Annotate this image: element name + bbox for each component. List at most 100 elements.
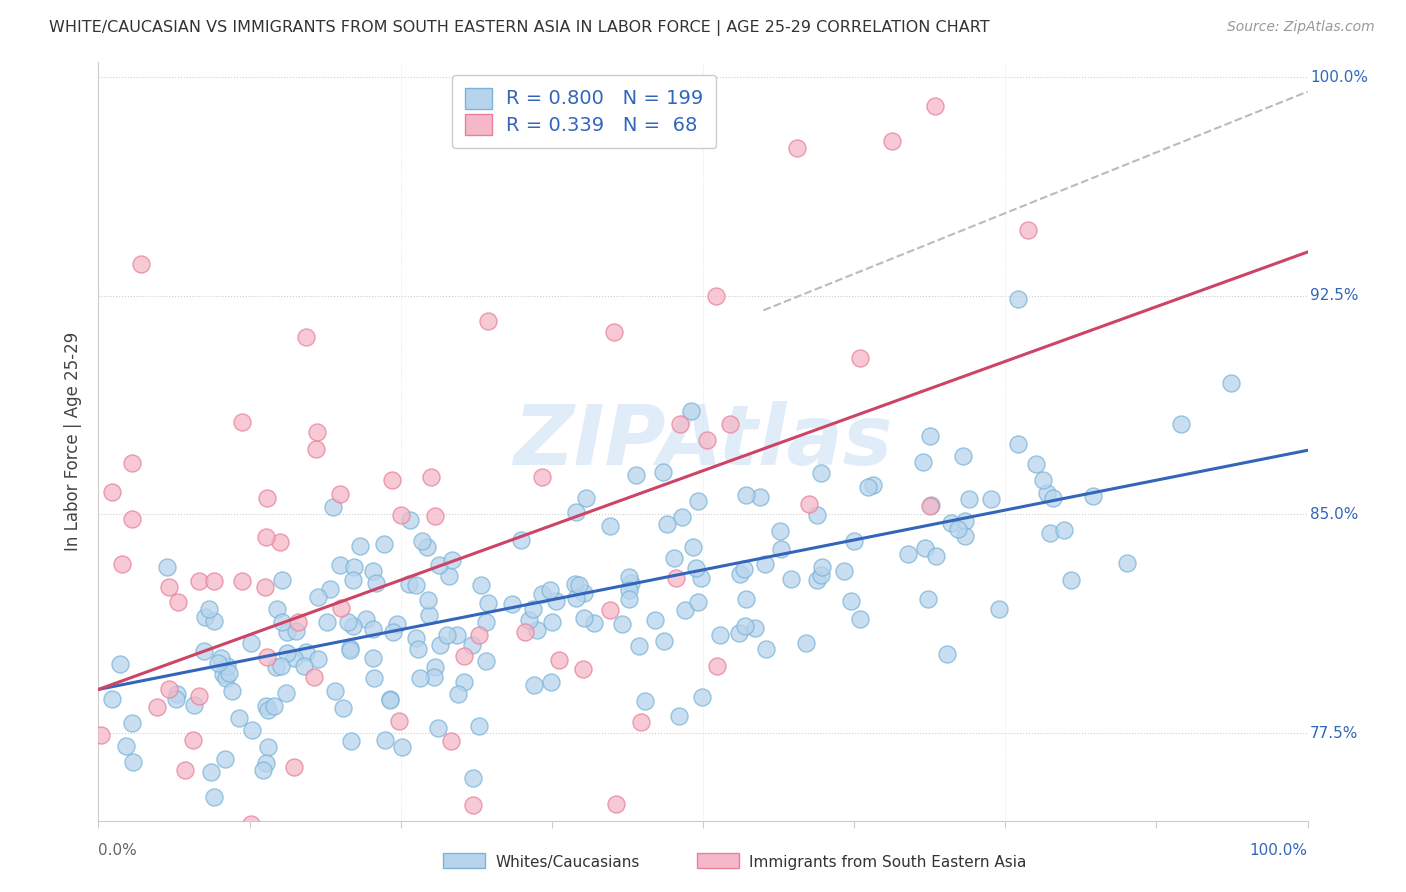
Point	[811, 559, 834, 574]
Point	[121, 511, 143, 525]
Point	[101, 692, 124, 706]
Point	[918, 429, 941, 443]
Point	[612, 617, 634, 632]
Point	[644, 613, 666, 627]
Point	[298, 843, 321, 857]
Text: 100.0%: 100.0%	[1250, 844, 1308, 858]
Point	[953, 514, 976, 528]
Point	[617, 592, 640, 607]
Point	[1032, 473, 1054, 487]
Point	[339, 733, 361, 747]
Point	[602, 325, 624, 339]
Point	[849, 612, 872, 626]
Point	[1007, 292, 1029, 306]
Point	[221, 683, 243, 698]
Point	[1053, 523, 1076, 537]
Point	[329, 558, 352, 573]
Point	[425, 508, 447, 523]
Point	[256, 739, 278, 754]
Point	[769, 524, 792, 538]
Point	[1042, 491, 1064, 505]
Point	[565, 505, 588, 519]
Point	[582, 616, 605, 631]
Point	[276, 625, 298, 640]
Point	[1081, 489, 1104, 503]
Point	[718, 417, 741, 431]
Point	[323, 683, 346, 698]
Point	[329, 600, 352, 615]
Point	[188, 574, 211, 588]
Point	[598, 843, 620, 857]
Point	[628, 639, 651, 653]
Point	[572, 586, 595, 600]
Point	[706, 659, 728, 673]
Point	[193, 644, 215, 658]
Point	[276, 646, 298, 660]
Point	[936, 647, 959, 661]
Point	[90, 728, 112, 742]
Point	[121, 715, 143, 730]
Point	[952, 449, 974, 463]
Point	[617, 569, 640, 583]
Point	[405, 578, 427, 592]
Point	[217, 659, 239, 673]
Point	[880, 134, 903, 148]
Point	[231, 415, 253, 429]
Point	[240, 636, 263, 650]
Point	[463, 797, 485, 812]
Point	[427, 558, 450, 573]
Point	[914, 541, 936, 556]
Point	[568, 578, 591, 592]
Point	[980, 491, 1002, 506]
Point	[240, 817, 263, 831]
Text: 92.5%: 92.5%	[1310, 288, 1358, 303]
Point	[441, 553, 464, 567]
Point	[416, 541, 439, 555]
Point	[796, 636, 818, 650]
Point	[755, 642, 778, 657]
Point	[946, 522, 969, 536]
Point	[754, 558, 776, 572]
Point	[361, 622, 384, 636]
Point	[198, 602, 221, 616]
Point	[418, 608, 440, 623]
Point	[337, 615, 360, 630]
Point	[202, 615, 225, 629]
FancyBboxPatch shape	[443, 854, 485, 869]
Point	[806, 508, 828, 522]
Point	[461, 772, 484, 786]
Point	[122, 755, 145, 769]
Point	[957, 492, 980, 507]
Point	[917, 591, 939, 606]
Point	[381, 473, 404, 487]
Point	[924, 99, 946, 113]
Point	[1219, 376, 1241, 390]
Point	[519, 613, 541, 627]
Point	[540, 674, 562, 689]
Point	[453, 674, 475, 689]
Point	[363, 651, 385, 665]
Point	[599, 603, 621, 617]
Point	[572, 662, 595, 676]
Point	[665, 571, 688, 585]
Point	[988, 601, 1011, 615]
Point	[156, 560, 179, 574]
Point	[409, 671, 432, 685]
Point	[167, 595, 190, 609]
Point	[411, 533, 433, 548]
Point	[530, 470, 553, 484]
Point	[295, 329, 318, 343]
Point	[546, 594, 568, 608]
Point	[187, 843, 209, 857]
Point	[423, 670, 446, 684]
Point	[799, 497, 821, 511]
Point	[786, 140, 808, 154]
Point	[510, 533, 533, 547]
Point	[270, 658, 292, 673]
Point	[305, 442, 328, 456]
Point	[364, 575, 387, 590]
Point	[121, 456, 143, 470]
Text: 77.5%: 77.5%	[1310, 726, 1358, 740]
Point	[256, 491, 278, 505]
Point	[523, 678, 546, 692]
